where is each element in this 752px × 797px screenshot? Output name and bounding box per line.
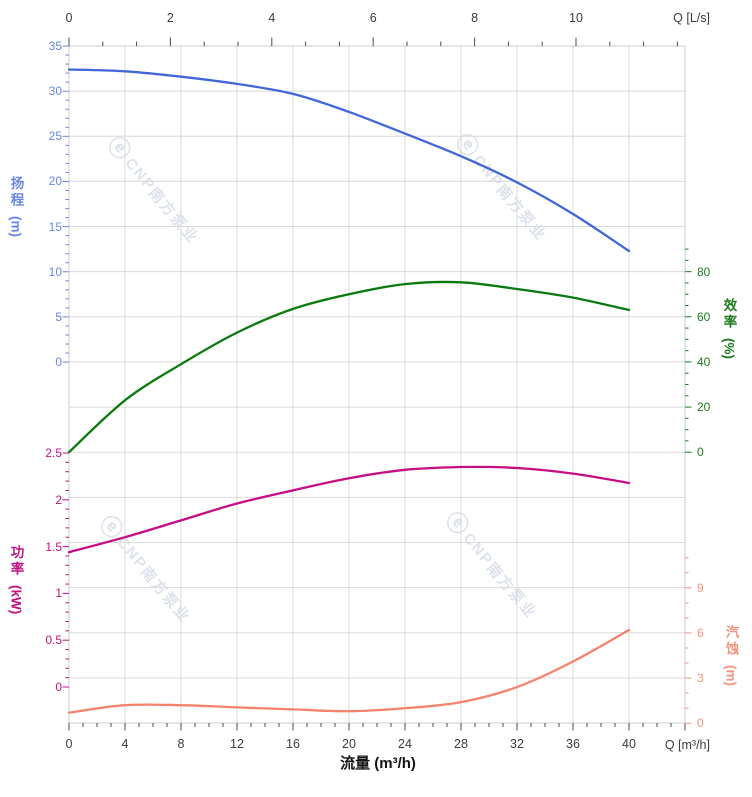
top-axis-unit-label: Q [L/s] <box>673 11 710 25</box>
head-axis-unit: (m) <box>8 216 24 237</box>
head-axis-title-text: 扬程 <box>8 176 24 209</box>
performance-curves <box>67 68 631 714</box>
npsh-axis-title: 汽蚀 (m) <box>723 625 739 686</box>
power-axis-title: 功率 (kW) <box>8 545 24 614</box>
head-curve <box>67 68 631 253</box>
grid-lines <box>68 45 686 724</box>
npsh-axis-title-text: 汽蚀 <box>723 625 739 658</box>
efficiency-axis-title-text: 效率 <box>721 298 737 331</box>
power-curve <box>67 465 631 554</box>
npsh-axis-unit: (m) <box>723 665 739 686</box>
power-axis-title-text: 功率 <box>8 545 24 578</box>
x-axis-title: 流量 (m³/h) <box>340 755 416 772</box>
head-axis-title: 扬程 (m) <box>8 176 24 237</box>
efficiency-axis-unit: (%) <box>721 338 737 359</box>
power-axis-unit: (kW) <box>8 585 24 615</box>
efficiency-axis-title: 效率 (%) <box>721 298 737 359</box>
axis-ticks <box>62 37 692 731</box>
efficiency-curve <box>67 280 631 454</box>
bottom-axis-unit-label: Q [m³/h] <box>664 738 710 752</box>
npsh-curve <box>67 628 631 714</box>
